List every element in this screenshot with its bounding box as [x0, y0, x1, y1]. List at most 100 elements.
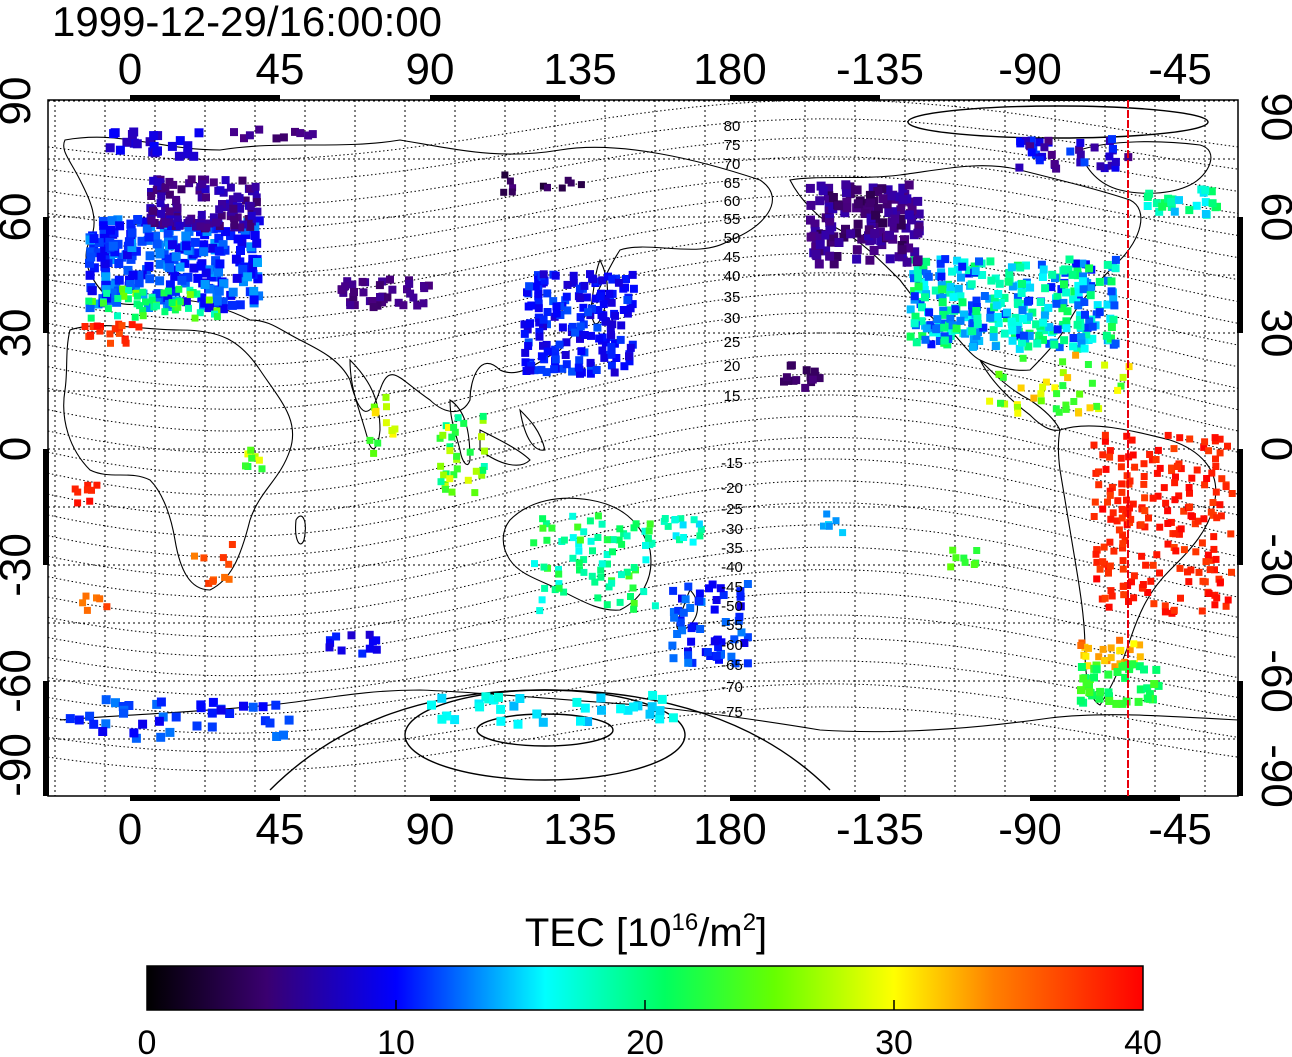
tec-cell — [802, 366, 811, 375]
tec-cell — [580, 703, 590, 713]
left-lat-tick: 90 — [0, 77, 40, 126]
tec-cell — [596, 292, 605, 301]
tec-cell — [523, 288, 531, 297]
tec-cell — [1023, 297, 1032, 306]
tec-cell — [479, 416, 487, 424]
tec-cell — [580, 331, 589, 339]
tec-cell — [584, 308, 593, 317]
tec-cell — [641, 527, 649, 535]
tec-cell — [870, 229, 880, 238]
tec-cell — [219, 279, 229, 289]
tec-cell — [209, 178, 218, 187]
tec-cell — [630, 564, 638, 571]
tec-cell — [1177, 465, 1185, 473]
tec-cell — [1118, 699, 1127, 708]
tec-cell — [1039, 265, 1048, 274]
tec-cell — [975, 257, 983, 266]
tec-cell — [825, 225, 835, 235]
tec-cell — [233, 234, 243, 244]
tec-cell — [645, 527, 653, 535]
tec-cell — [446, 447, 454, 455]
tec-cell — [1154, 492, 1162, 500]
tec-cell — [630, 605, 638, 613]
tec-cell — [216, 186, 225, 195]
tec-cell — [1016, 139, 1025, 148]
tec-cell — [625, 352, 633, 361]
tec-cell — [197, 210, 206, 219]
tec-cell — [531, 560, 538, 568]
mag-lat-label: 15 — [724, 388, 741, 405]
left-lat-tick: -90 — [0, 733, 40, 797]
tec-cell — [569, 534, 577, 542]
tec-cell — [920, 286, 929, 294]
mag-lat-label: 20 — [724, 358, 741, 375]
tec-cell — [737, 628, 746, 637]
tec-cell — [1073, 271, 1082, 280]
tec-cell — [1152, 665, 1161, 674]
tec-cell — [1024, 312, 1033, 321]
tec-cell — [946, 282, 955, 291]
tec-cell — [1000, 329, 1009, 338]
tec-cell — [183, 272, 193, 282]
tec-cell — [534, 304, 543, 313]
tec-cell — [1109, 144, 1117, 153]
tec-cell — [574, 363, 583, 372]
tec-cell — [1164, 540, 1172, 548]
tec-cell — [608, 320, 617, 329]
tec-cell — [1147, 577, 1155, 585]
tec-cell — [1085, 688, 1094, 696]
tec-cell — [194, 128, 204, 138]
tec-cell — [87, 332, 95, 340]
tec-cell — [808, 375, 817, 384]
tec-cell — [575, 559, 583, 567]
tec-cell — [543, 289, 552, 298]
tec-cell — [968, 327, 977, 336]
tec-cell — [885, 230, 894, 240]
tec-cell — [871, 210, 881, 220]
bottom-lon-tick: 45 — [256, 805, 305, 854]
tec-cell — [1216, 501, 1224, 509]
tec-cell — [506, 177, 514, 185]
tec-cell — [218, 240, 228, 250]
tec-cell — [539, 341, 547, 350]
tec-cell — [551, 271, 560, 280]
tec-cell — [782, 373, 791, 382]
tec-cell — [376, 293, 384, 301]
tec-cell — [1017, 289, 1026, 297]
tec-cell — [1129, 500, 1137, 508]
tec-cell — [1070, 287, 1079, 296]
tec-cell — [1030, 394, 1038, 402]
tec-cell — [1101, 437, 1109, 445]
tec-cell — [93, 481, 101, 489]
tec-cell — [374, 439, 382, 447]
tec-cell — [560, 536, 568, 544]
tec-cell — [161, 218, 170, 227]
tec-cell — [524, 342, 533, 350]
tec-cell — [904, 210, 914, 220]
tec-cell — [84, 481, 92, 489]
tec-cell — [145, 137, 155, 147]
tec-cell — [244, 450, 252, 458]
tec-cell — [940, 323, 949, 332]
tec-cell — [1095, 308, 1104, 317]
tec-cell — [165, 190, 174, 199]
tec-cell — [1002, 314, 1011, 323]
tec-cell — [898, 183, 908, 193]
tec-cell — [238, 176, 247, 185]
tec-cell — [1028, 308, 1037, 317]
tec-cell — [96, 252, 106, 262]
tec-cell — [1038, 273, 1047, 281]
tec-cell — [177, 185, 186, 194]
tec-cell — [83, 486, 91, 494]
tec-cell — [370, 449, 378, 457]
tec-cell — [1216, 449, 1224, 457]
tec-cell — [1018, 279, 1026, 288]
tec-cell — [386, 275, 394, 284]
tec-cell — [986, 307, 995, 316]
tec-cell — [968, 301, 976, 310]
tec-cell — [876, 236, 886, 246]
tec-cell — [1035, 138, 1044, 147]
tec-cell — [248, 454, 256, 462]
tec-cell — [1090, 143, 1099, 152]
tec-cell — [221, 573, 229, 581]
